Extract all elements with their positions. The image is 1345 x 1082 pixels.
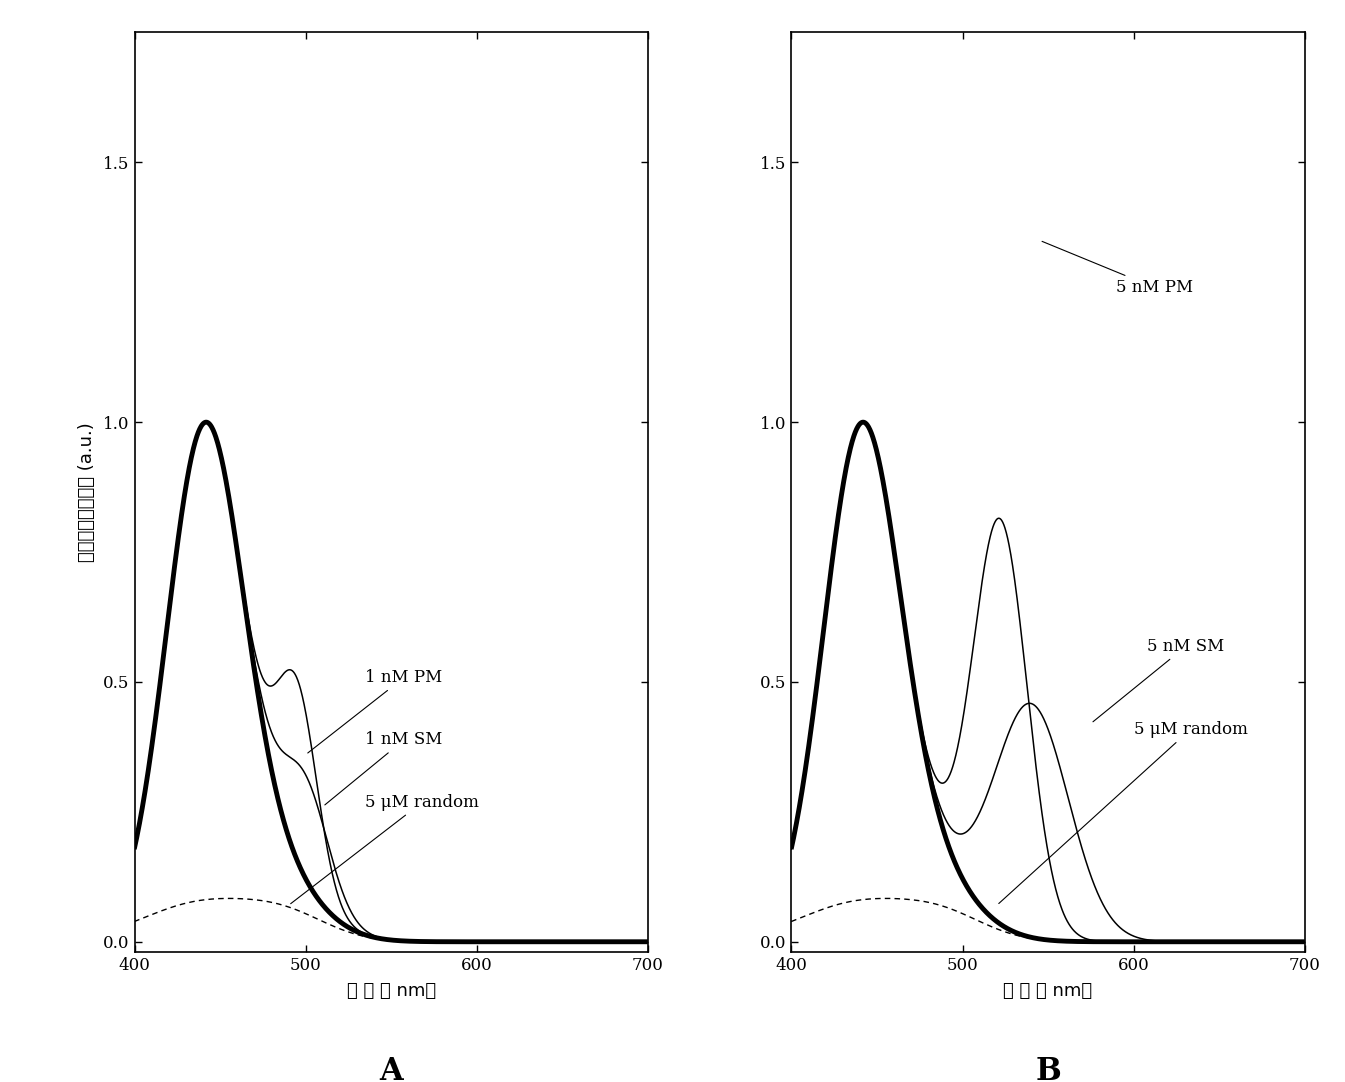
Text: 1 nM SM: 1 nM SM bbox=[325, 731, 443, 805]
Text: 5 nM SM: 5 nM SM bbox=[1093, 637, 1224, 722]
Text: 5 μM random: 5 μM random bbox=[999, 721, 1247, 903]
Text: 1 nM PM: 1 nM PM bbox=[308, 669, 443, 753]
X-axis label: 波 长 （ nm）: 波 长 （ nm） bbox=[347, 982, 436, 1001]
Text: 5 nM PM: 5 nM PM bbox=[1042, 241, 1193, 296]
Text: B: B bbox=[1036, 1056, 1061, 1082]
Text: 5 μM random: 5 μM random bbox=[291, 794, 479, 903]
Text: A: A bbox=[379, 1056, 404, 1082]
X-axis label: 波 长 （ nm）: 波 长 （ nm） bbox=[1003, 982, 1092, 1001]
Y-axis label: 归一化的荧光强度 (a.u.): 归一化的荧光强度 (a.u.) bbox=[78, 422, 97, 563]
